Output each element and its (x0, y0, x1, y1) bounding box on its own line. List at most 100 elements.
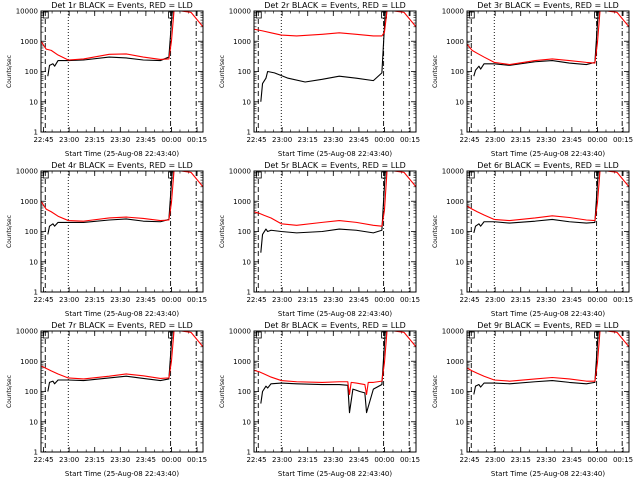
x-tick-label: 23:45 (562, 296, 582, 304)
y-tick-label: 1 (247, 129, 251, 137)
x-tick-label: 22:45 (246, 456, 266, 464)
plot-area (467, 331, 629, 395)
chart-title: Det 8r BLACK = Events, RED = LLD (264, 321, 406, 330)
lld-series-line (254, 11, 416, 37)
chart-panel-4: Det 4r BLACK = Events, RED = LLD Counts/s… (6, 161, 207, 318)
events-series-line (47, 11, 173, 77)
x-tick-label: 22:45 (459, 136, 479, 144)
plot-frame (40, 10, 204, 133)
y-axis-label: Counts/sec (432, 215, 439, 248)
flag-marker (255, 11, 262, 19)
x-tick-label: 22:45 (33, 136, 53, 144)
y-tick-label: 100 (238, 228, 251, 236)
lld-series-line (41, 171, 203, 222)
y-tick-label: 10 (455, 418, 464, 426)
y-tick-label: 10 (29, 418, 38, 426)
x-tick-label: 00:00 (161, 456, 181, 464)
x-tick-label: 00:00 (161, 136, 181, 144)
x-tick-label: 00:00 (587, 136, 607, 144)
y-axis-label: Counts/sec (219, 55, 226, 88)
chart-panel-7: Det 7r BLACK = Events, RED = LLD Counts/s… (6, 321, 207, 478)
chart-title: Det 3r BLACK = Events, RED = LLD (477, 1, 619, 10)
x-axis-label: Start Time (25-Aug-08 22:43:40) (491, 310, 605, 318)
x-tick-label: 23:00 (485, 296, 505, 304)
flag-marker (468, 11, 475, 19)
flag-marker (42, 11, 49, 19)
plot-area (41, 171, 203, 235)
y-tick-label: 10 (29, 98, 38, 106)
x-tick-label: 00:00 (374, 456, 394, 464)
chart-title: Det 7r BLACK = Events, RED = LLD (51, 321, 193, 330)
x-tick-label: 23:00 (485, 136, 505, 144)
flag-marker (42, 171, 49, 179)
chart-panel-1: Det 1r BLACK = Events, RED = LLD Counts/s… (6, 1, 207, 158)
x-tick-label: 23:45 (136, 296, 156, 304)
x-axis-label: Start Time (25-Aug-08 22:43:40) (278, 470, 392, 478)
y-tick-label: 1000 (20, 38, 38, 46)
x-tick-label: 00:15 (187, 136, 207, 144)
x-axis-label: Start Time (25-Aug-08 22:43:40) (65, 150, 179, 158)
x-tick-label: 22:45 (459, 456, 479, 464)
x-tick-label: 00:00 (374, 296, 394, 304)
chart-title: Det 6r BLACK = Events, RED = LLD (477, 161, 619, 170)
plot-area (41, 11, 203, 77)
x-tick-label: 23:00 (272, 456, 292, 464)
x-tick-label: 22:45 (33, 456, 53, 464)
x-tick-label: 23:15 (298, 456, 318, 464)
y-tick-label: 10 (242, 258, 251, 266)
plot-frame (466, 170, 630, 293)
y-tick-label: 100 (238, 388, 251, 396)
flag-marker (255, 171, 262, 179)
chart-panel-2: Det 2r BLACK = Events, RED = LLD Counts/s… (219, 1, 420, 158)
x-tick-label: 23:00 (59, 136, 79, 144)
y-tick-label: 10000 (442, 328, 464, 336)
y-tick-label: 100 (25, 388, 38, 396)
x-tick-label: 23:45 (562, 456, 582, 464)
flag-marker (468, 331, 475, 339)
x-tick-label: 00:00 (587, 456, 607, 464)
chart-panel-9: Det 9r BLACK = Events, RED = LLD Counts/s… (432, 321, 633, 478)
y-tick-label: 10000 (442, 8, 464, 16)
plot-area (254, 171, 416, 253)
lld-series-line (254, 171, 416, 227)
x-tick-label: 00:15 (400, 456, 420, 464)
x-tick-label: 00:15 (400, 296, 420, 304)
events-series-line (260, 331, 386, 414)
x-tick-label: 00:00 (374, 136, 394, 144)
y-tick-label: 1000 (233, 198, 251, 206)
x-tick-label: 23:15 (511, 136, 531, 144)
lld-series-line (41, 331, 203, 380)
plot-area (467, 11, 629, 77)
x-tick-label: 22:45 (246, 136, 266, 144)
y-tick-label: 1000 (20, 198, 38, 206)
y-tick-label: 1 (460, 289, 464, 297)
x-tick-label: 00:15 (613, 136, 633, 144)
events-series-line (473, 11, 599, 77)
y-tick-label: 10000 (229, 328, 251, 336)
plot-frame (253, 330, 417, 453)
plot-frame (253, 170, 417, 293)
x-tick-label: 23:45 (349, 136, 369, 144)
y-tick-label: 1 (34, 289, 38, 297)
x-tick-label: 23:00 (272, 296, 292, 304)
y-tick-label: 10000 (16, 168, 38, 176)
x-tick-label: 00:15 (613, 296, 633, 304)
x-tick-label: 23:45 (349, 296, 369, 304)
plot-frame (466, 10, 630, 133)
y-tick-label: 1000 (446, 358, 464, 366)
chart-panel-5: Det 5r BLACK = Events, RED = LLD Counts/s… (219, 161, 420, 318)
chart-title: Det 4r BLACK = Events, RED = LLD (51, 161, 193, 170)
plot-area (467, 171, 629, 234)
chart-panel-6: Det 6r BLACK = Events, RED = LLD Counts/s… (432, 161, 633, 318)
events-series-line (473, 331, 599, 395)
flag-marker (255, 331, 262, 339)
x-axis-label: Start Time (25-Aug-08 22:43:40) (65, 470, 179, 478)
y-tick-label: 10000 (16, 328, 38, 336)
x-tick-label: 23:15 (85, 136, 105, 144)
x-tick-label: 23:45 (136, 456, 156, 464)
x-tick-label: 00:15 (400, 136, 420, 144)
plot-frame (466, 330, 630, 453)
y-tick-label: 10 (29, 258, 38, 266)
plot-frame (253, 10, 417, 133)
x-tick-label: 23:30 (110, 136, 130, 144)
